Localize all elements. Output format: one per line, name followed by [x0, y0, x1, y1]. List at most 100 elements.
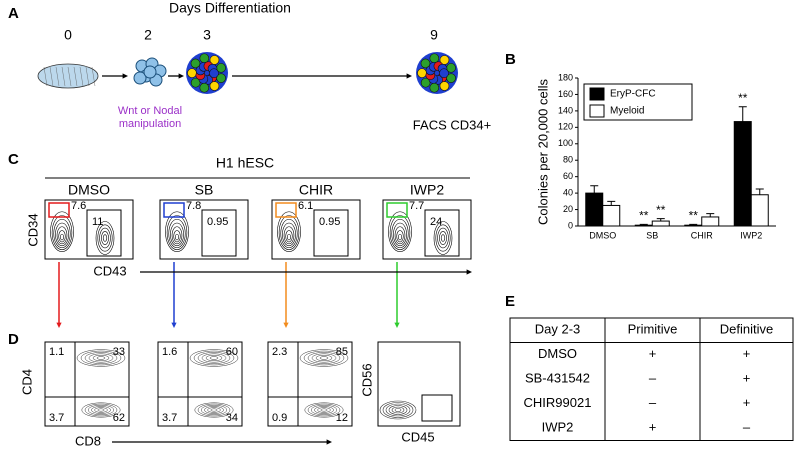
arrow-head — [56, 322, 62, 328]
table-header: Definitive — [720, 322, 773, 337]
bar — [733, 121, 752, 227]
contour — [101, 231, 109, 245]
contour — [439, 231, 447, 245]
contour — [299, 349, 349, 367]
panel-label: E — [505, 293, 515, 310]
contour — [307, 403, 341, 417]
cell-sheet-line — [43, 66, 48, 87]
arrow-head — [326, 439, 332, 445]
error-bar — [689, 223, 698, 226]
contour — [80, 350, 122, 366]
gate-value: 6.1 — [298, 200, 313, 212]
quadrant-value: 2.3 — [272, 346, 287, 358]
gate-value: 11 — [92, 216, 103, 228]
day-label: 9 — [430, 27, 438, 43]
quadrant-value: 85 — [336, 346, 348, 358]
table-border — [509, 317, 794, 441]
cell-sheet-line — [79, 66, 84, 87]
x-tick-label: DMSO — [589, 230, 616, 240]
table-cell: + — [649, 346, 657, 361]
error-bar — [706, 213, 715, 217]
y-tick-label: 20 — [563, 204, 573, 214]
y-tick-label: 120 — [558, 122, 573, 132]
gate — [275, 202, 297, 218]
quadrant-value: 1.1 — [49, 346, 64, 358]
cell-sheet-line — [73, 66, 78, 87]
contour — [440, 234, 446, 242]
contour — [391, 218, 409, 249]
cell — [199, 53, 210, 64]
contour — [87, 404, 115, 416]
cell — [429, 82, 440, 93]
contour — [166, 215, 188, 251]
error-bar — [656, 218, 665, 222]
cell — [429, 53, 440, 64]
manipulation-label: Wnt or Nodal — [118, 105, 182, 117]
contour — [311, 353, 337, 363]
flow-plot — [44, 341, 130, 427]
legend-label: Myeloid — [610, 106, 644, 117]
table-cell: + — [743, 371, 751, 386]
contour — [168, 218, 186, 249]
contour — [205, 354, 223, 362]
contour — [277, 211, 301, 252]
contour — [388, 211, 412, 252]
y-tick-label: 60 — [563, 171, 573, 181]
bar — [701, 216, 720, 227]
contour — [99, 227, 111, 249]
contour — [282, 222, 296, 247]
condition-label: IWP2 — [410, 182, 444, 198]
panel-label: D — [8, 331, 19, 348]
y-axis-label: Colonies per 20,000 cells — [535, 79, 550, 225]
condition-label: CHIR — [299, 182, 333, 198]
contour — [50, 211, 74, 252]
contour — [437, 227, 449, 249]
contour — [170, 222, 184, 247]
contour — [84, 352, 118, 364]
arrow-head — [171, 322, 177, 328]
contour — [382, 402, 414, 418]
day-label: 0 — [64, 27, 72, 43]
cell — [187, 68, 197, 78]
contour — [379, 400, 417, 420]
gate-value: 7.7 — [409, 200, 424, 212]
contour — [304, 402, 344, 418]
arrow-head — [178, 73, 184, 79]
table-cell: + — [743, 346, 751, 361]
contour — [435, 224, 451, 252]
table-cell: + — [743, 395, 751, 410]
cell — [133, 71, 147, 85]
axis-label: CD8 — [75, 433, 101, 448]
gate — [313, 209, 349, 257]
cell — [190, 58, 201, 69]
contour — [433, 221, 453, 255]
panel-label: B — [505, 51, 516, 68]
cell — [209, 81, 220, 91]
y-tick-label: 180 — [558, 72, 573, 82]
contour — [173, 230, 181, 243]
contour — [58, 230, 66, 243]
gate — [48, 202, 70, 218]
table-cell: – — [743, 420, 751, 435]
bar — [585, 192, 604, 227]
contour — [320, 408, 328, 412]
y-tick-label: 40 — [563, 187, 573, 197]
cell — [439, 81, 450, 91]
gate — [163, 202, 185, 218]
contour — [92, 354, 110, 362]
contour — [394, 226, 406, 245]
contour — [94, 407, 108, 413]
contour — [319, 356, 329, 360]
cell — [199, 82, 210, 93]
axis-label: CD34 — [25, 213, 40, 246]
x-tick-label: SB — [646, 230, 658, 240]
contour — [207, 407, 221, 413]
gate-value: 0.95 — [319, 216, 340, 228]
contour — [210, 408, 218, 412]
contour — [189, 349, 239, 367]
panel-label: A — [8, 5, 19, 22]
contour — [388, 405, 408, 415]
axis-label: CD4 — [19, 369, 34, 395]
contour — [56, 226, 68, 245]
